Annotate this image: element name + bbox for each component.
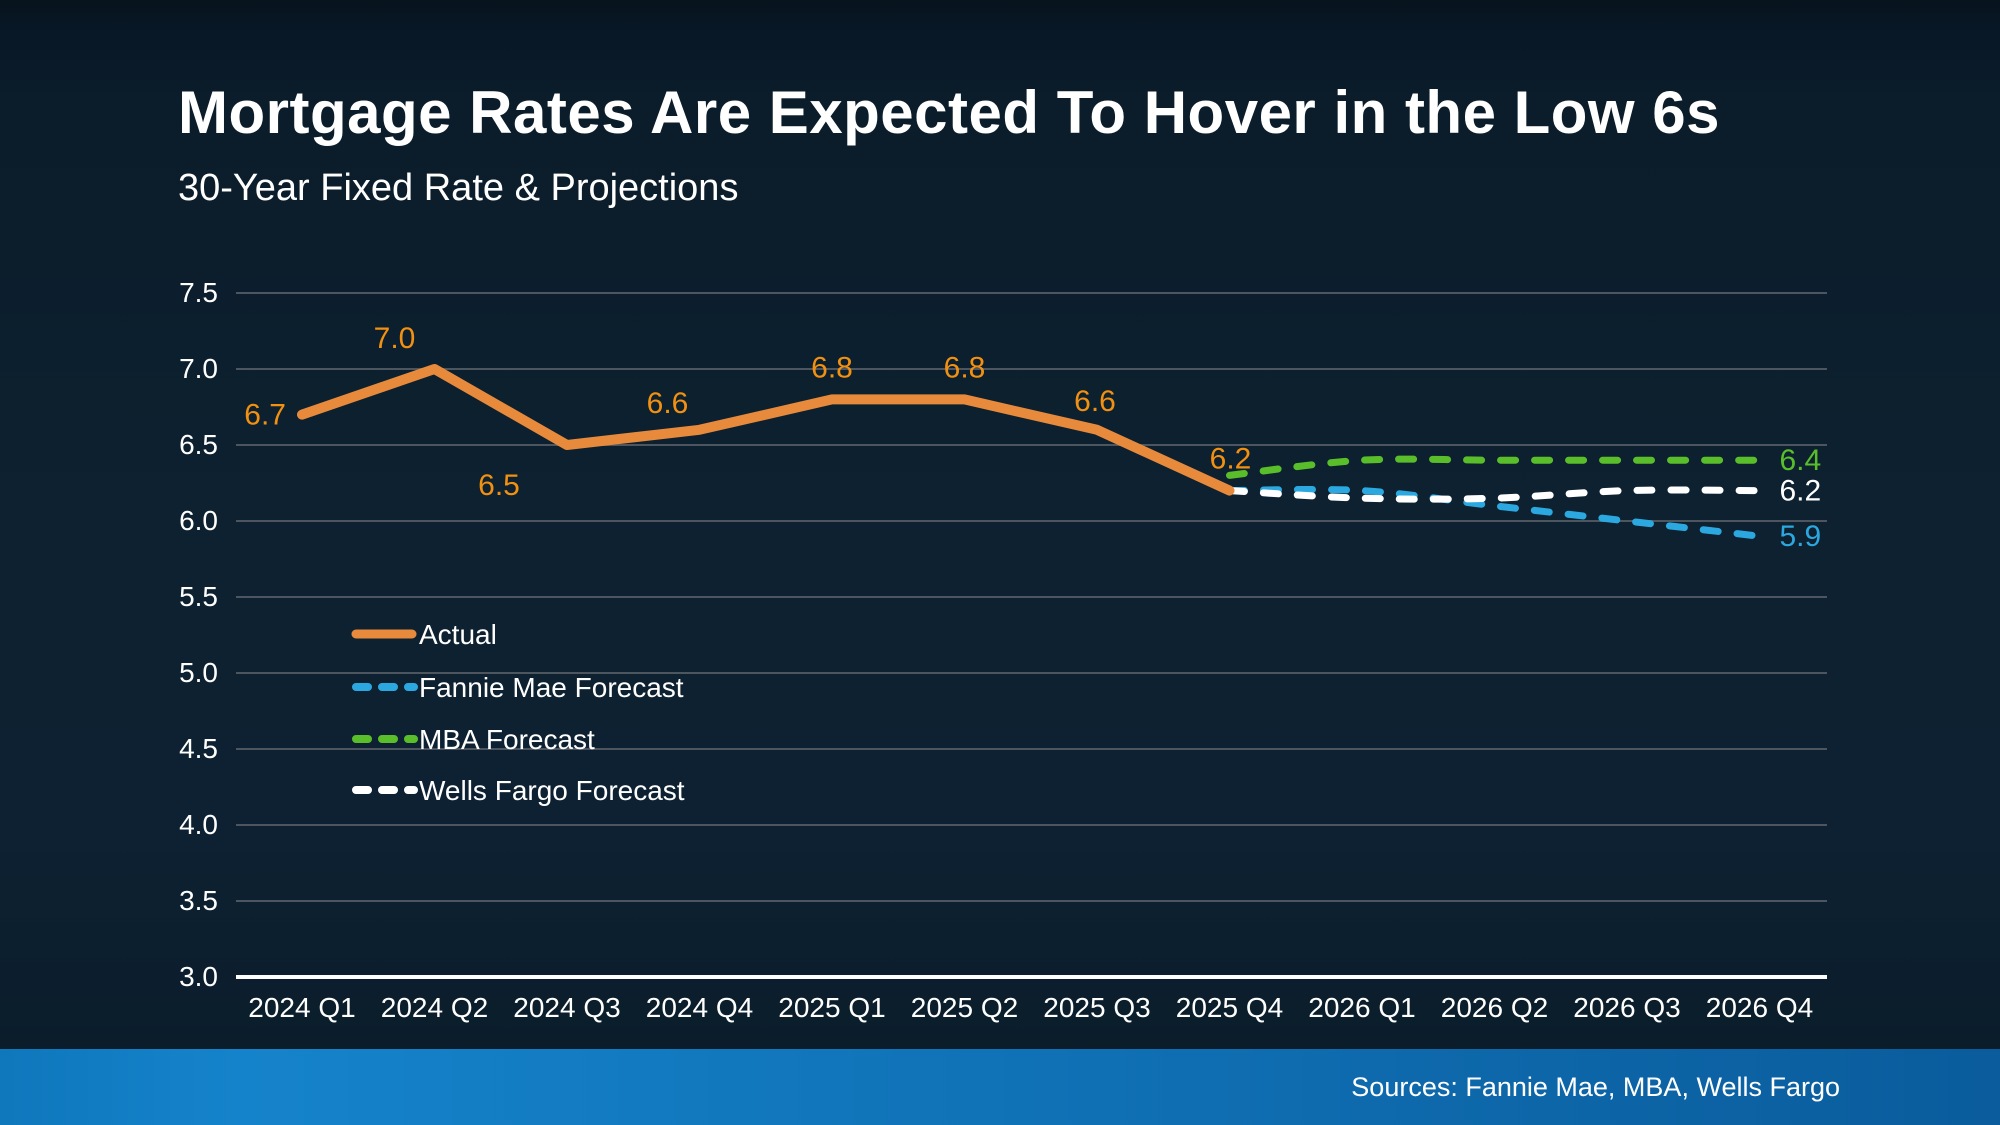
data-label-actual: 6.2 — [1210, 443, 1252, 476]
x-tick-label: 2026 Q4 — [1706, 992, 1813, 1023]
x-tick-label: 2024 Q1 — [248, 992, 355, 1023]
footer-bar: Sources: Fannie Mae, MBA, Wells Fargo — [0, 1049, 2000, 1125]
x-tick-label: 2026 Q3 — [1573, 992, 1680, 1023]
end-label-wells-fargo-forecast: 6.2 — [1780, 475, 1822, 508]
x-tick-label: 2024 Q4 — [646, 992, 753, 1023]
x-tick-label: 2025 Q2 — [911, 992, 1018, 1023]
data-label-actual: 6.6 — [647, 387, 689, 420]
end-label-fannie-mae-forecast: 5.9 — [1780, 520, 1822, 553]
data-label-actual: 6.5 — [478, 469, 520, 502]
y-tick-label: 7.5 — [179, 277, 218, 308]
data-label-actual: 7.0 — [374, 322, 416, 355]
y-tick-label: 4.5 — [179, 733, 218, 764]
page-subtitle: 30-Year Fixed Rate & Projections — [178, 167, 739, 209]
y-tick-label: 3.0 — [179, 961, 218, 992]
x-tick-label: 2026 Q2 — [1441, 992, 1548, 1023]
sources-text: Sources: Fannie Mae, MBA, Wells Fargo — [1351, 1072, 1840, 1102]
data-label-actual: 6.7 — [244, 399, 286, 432]
series-line-fannie-mae-forecast — [1226, 485, 1763, 540]
x-tick-label: 2024 Q3 — [513, 992, 620, 1023]
x-tick-label: 2025 Q1 — [778, 992, 885, 1023]
x-tick-label: 2026 Q1 — [1308, 992, 1415, 1023]
y-tick-label: 3.5 — [179, 885, 218, 916]
legend-label-wells-fargo-forecast: Wells Fargo Forecast — [419, 775, 685, 806]
series-line-wells-fargo-forecast — [1226, 486, 1763, 503]
x-tick-label: 2024 Q2 — [381, 992, 488, 1023]
y-tick-label: 6.5 — [179, 429, 218, 460]
x-tick-label: 2025 Q3 — [1043, 992, 1150, 1023]
y-tick-label: 6.0 — [179, 505, 218, 536]
y-tick-label: 4.0 — [179, 809, 218, 840]
x-tick-label: 2025 Q4 — [1176, 992, 1283, 1023]
legend-label-mba-forecast: MBA Forecast — [419, 724, 595, 755]
series-line-mba-forecast — [1226, 455, 1763, 479]
series-line-actual — [297, 364, 1235, 496]
end-label-mba-forecast: 6.4 — [1780, 444, 1822, 477]
data-label-actual: 6.8 — [811, 351, 853, 384]
legend-label-actual: Actual — [419, 619, 497, 650]
data-label-actual: 6.6 — [1074, 385, 1116, 418]
y-tick-label: 7.0 — [179, 353, 218, 384]
page-title: Mortgage Rates Are Expected To Hover in … — [178, 79, 1720, 146]
legend-label-fannie-mae-forecast: Fannie Mae Forecast — [419, 672, 684, 703]
data-label-actual: 6.8 — [944, 351, 986, 384]
y-tick-label: 5.0 — [179, 657, 218, 688]
y-tick-label: 5.5 — [179, 581, 218, 612]
